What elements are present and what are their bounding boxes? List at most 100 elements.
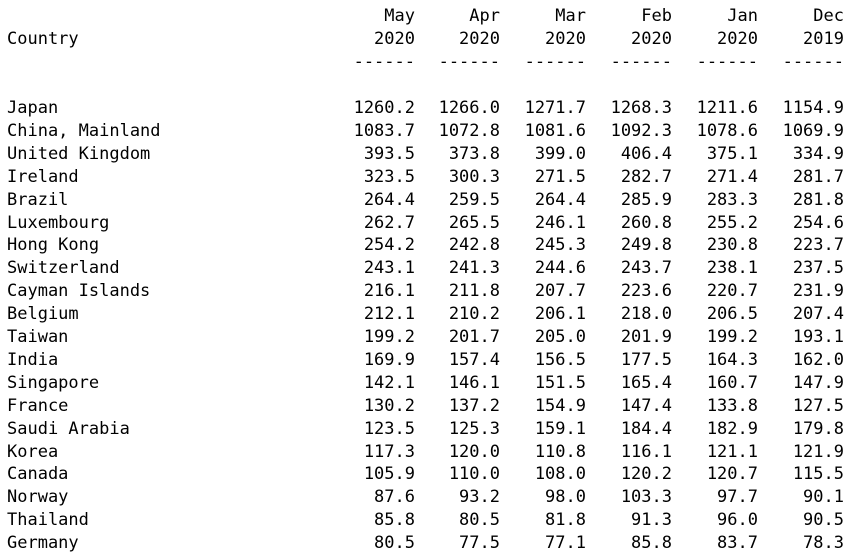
row-value-cell: 151.5 <box>534 373 586 393</box>
row-value-cell: 255.2 <box>706 213 758 233</box>
row-value-cell: 110.0 <box>448 464 500 484</box>
row-value-cell: 243.1 <box>363 258 415 278</box>
row-value-cell: 125.3 <box>448 419 500 439</box>
column-header-month: Apr <box>469 6 500 26</box>
row-value-cell: 373.8 <box>448 144 500 164</box>
row-value-cell: 96.0 <box>717 510 758 530</box>
row-value-cell: 80.5 <box>459 510 500 530</box>
row-value-cell: 177.5 <box>620 350 672 370</box>
column-header-year: 2020 <box>374 29 415 49</box>
row-country-name: Canada <box>7 464 69 484</box>
row-value-cell: 199.2 <box>363 327 415 347</box>
row-country-name: Singapore <box>7 373 100 393</box>
row-value-cell: 231.9 <box>792 281 844 301</box>
row-value-cell: 98.0 <box>545 487 586 507</box>
row-country-name: Thailand <box>7 510 89 530</box>
row-value-cell: 206.5 <box>706 304 758 324</box>
row-country-name: India <box>7 350 59 370</box>
row-value-cell: 1268.3 <box>610 98 672 118</box>
row-value-cell: 285.9 <box>620 190 672 210</box>
row-value-cell: 375.1 <box>706 144 758 164</box>
row-value-cell: 264.4 <box>363 190 415 210</box>
row-value-cell: 108.0 <box>534 464 586 484</box>
row-value-cell: 1078.6 <box>696 121 758 141</box>
row-value-cell: 87.6 <box>374 487 415 507</box>
row-country-name: Norway <box>7 487 69 507</box>
row-value-cell: 159.1 <box>534 419 586 439</box>
column-header-rule: ------ <box>438 52 500 72</box>
row-value-cell: 212.1 <box>363 304 415 324</box>
row-country-name: Germany <box>7 533 79 553</box>
row-value-cell: 271.4 <box>706 167 758 187</box>
row-country-name: United Kingdom <box>7 144 151 164</box>
row-country-name: Ireland <box>7 167 79 187</box>
row-value-cell: 115.5 <box>792 464 844 484</box>
column-header-year: 2020 <box>631 29 672 49</box>
row-value-cell: 244.6 <box>534 258 586 278</box>
row-value-cell: 127.5 <box>792 396 844 416</box>
row-value-cell: 147.4 <box>620 396 672 416</box>
row-value-cell: 1271.7 <box>524 98 586 118</box>
row-value-cell: 103.3 <box>620 487 672 507</box>
row-value-cell: 237.5 <box>792 258 844 278</box>
row-value-cell: 264.4 <box>534 190 586 210</box>
row-country-name: France <box>7 396 69 416</box>
row-value-cell: 205.0 <box>534 327 586 347</box>
row-value-cell: 1092.3 <box>610 121 672 141</box>
row-value-cell: 260.8 <box>620 213 672 233</box>
row-value-cell: 164.3 <box>706 350 758 370</box>
row-value-cell: 406.4 <box>620 144 672 164</box>
column-header-rule: ------ <box>524 52 586 72</box>
row-value-cell: 220.7 <box>706 281 758 301</box>
row-value-cell: 162.0 <box>792 350 844 370</box>
row-value-cell: 399.0 <box>534 144 586 164</box>
row-value-cell: 110.8 <box>534 442 586 462</box>
row-value-cell: 160.7 <box>706 373 758 393</box>
row-value-cell: 97.7 <box>717 487 758 507</box>
row-value-cell: 323.5 <box>363 167 415 187</box>
row-value-cell: 254.6 <box>792 213 844 233</box>
row-value-cell: 393.5 <box>363 144 415 164</box>
column-header-rule: ------ <box>696 52 758 72</box>
row-value-cell: 1260.2 <box>353 98 415 118</box>
row-value-cell: 207.4 <box>792 304 844 324</box>
row-value-cell: 116.1 <box>620 442 672 462</box>
row-value-cell: 85.8 <box>374 510 415 530</box>
row-value-cell: 241.3 <box>448 258 500 278</box>
row-value-cell: 223.6 <box>620 281 672 301</box>
row-value-cell: 1083.7 <box>353 121 415 141</box>
row-value-cell: 83.7 <box>717 533 758 553</box>
row-value-cell: 238.1 <box>706 258 758 278</box>
column-header-rule: ------ <box>782 52 844 72</box>
row-country-name: Japan <box>7 98 59 118</box>
row-value-cell: 265.5 <box>448 213 500 233</box>
row-value-cell: 137.2 <box>448 396 500 416</box>
row-value-cell: 85.8 <box>631 533 672 553</box>
row-country-name: Saudi Arabia <box>7 419 130 439</box>
row-value-cell: 182.9 <box>706 419 758 439</box>
row-value-cell: 157.4 <box>448 350 500 370</box>
row-value-cell: 1081.6 <box>524 121 586 141</box>
row-country-name: Korea <box>7 442 59 462</box>
row-value-cell: 1266.0 <box>438 98 500 118</box>
column-header-month: Jan <box>727 6 758 26</box>
country-column-header: Country <box>7 29 79 49</box>
row-value-cell: 130.2 <box>363 396 415 416</box>
row-value-cell: 78.3 <box>803 533 844 553</box>
row-value-cell: 142.1 <box>363 373 415 393</box>
row-value-cell: 199.2 <box>706 327 758 347</box>
row-value-cell: 146.1 <box>448 373 500 393</box>
column-header-year: 2020 <box>717 29 758 49</box>
row-value-cell: 117.3 <box>363 442 415 462</box>
row-country-name: Switzerland <box>7 258 120 278</box>
row-country-name: Luxembourg <box>7 213 110 233</box>
row-value-cell: 1211.6 <box>696 98 758 118</box>
row-country-name: Hong Kong <box>7 235 100 255</box>
row-value-cell: 120.0 <box>448 442 500 462</box>
row-value-cell: 105.9 <box>363 464 415 484</box>
row-value-cell: 223.7 <box>792 235 844 255</box>
row-value-cell: 282.7 <box>620 167 672 187</box>
row-value-cell: 201.7 <box>448 327 500 347</box>
row-value-cell: 249.8 <box>620 235 672 255</box>
row-value-cell: 81.8 <box>545 510 586 530</box>
